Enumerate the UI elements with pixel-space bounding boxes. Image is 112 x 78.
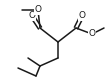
- Text: O: O: [88, 29, 96, 39]
- Text: O: O: [28, 11, 36, 21]
- Text: O: O: [34, 6, 42, 15]
- Text: O: O: [79, 11, 85, 21]
